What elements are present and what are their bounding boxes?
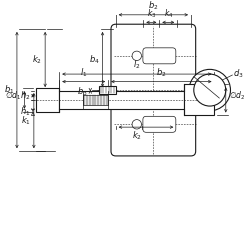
Text: $b_4$: $b_4$	[89, 53, 100, 66]
Text: $d_3$: $d_3$	[233, 68, 244, 80]
Bar	[59, 91, 184, 109]
Text: $\varnothing d_1$: $\varnothing d_1$	[5, 90, 22, 102]
Circle shape	[189, 69, 230, 111]
FancyBboxPatch shape	[143, 48, 176, 64]
Text: $b_3$: $b_3$	[77, 86, 88, 99]
Text: $k_2$: $k_2$	[32, 53, 42, 66]
Text: $h_2$: $h_2$	[20, 90, 30, 102]
Text: $k_2$: $k_2$	[132, 130, 141, 142]
Text: $k_1$: $k_1$	[21, 114, 31, 127]
Text: $b_1$: $b_1$	[4, 84, 14, 96]
Text: $h_1$: $h_1$	[20, 106, 30, 118]
Bar	[83, 95, 108, 105]
Text: $l_1$: $l_1$	[80, 66, 88, 79]
Text: $\varnothing d_2$: $\varnothing d_2$	[228, 90, 245, 102]
Circle shape	[132, 51, 141, 60]
Text: $k_3$: $k_3$	[147, 8, 156, 20]
Circle shape	[194, 74, 226, 106]
Circle shape	[132, 120, 141, 129]
FancyBboxPatch shape	[111, 24, 196, 156]
Text: $k_4$: $k_4$	[164, 8, 173, 20]
Bar	[184, 84, 214, 116]
Bar	[99, 86, 116, 94]
Text: $b_2$: $b_2$	[156, 66, 166, 79]
Bar	[36, 88, 59, 112]
Text: $l_2$: $l_2$	[133, 59, 140, 71]
Text: $b_2$: $b_2$	[148, 0, 158, 12]
FancyBboxPatch shape	[143, 116, 176, 132]
